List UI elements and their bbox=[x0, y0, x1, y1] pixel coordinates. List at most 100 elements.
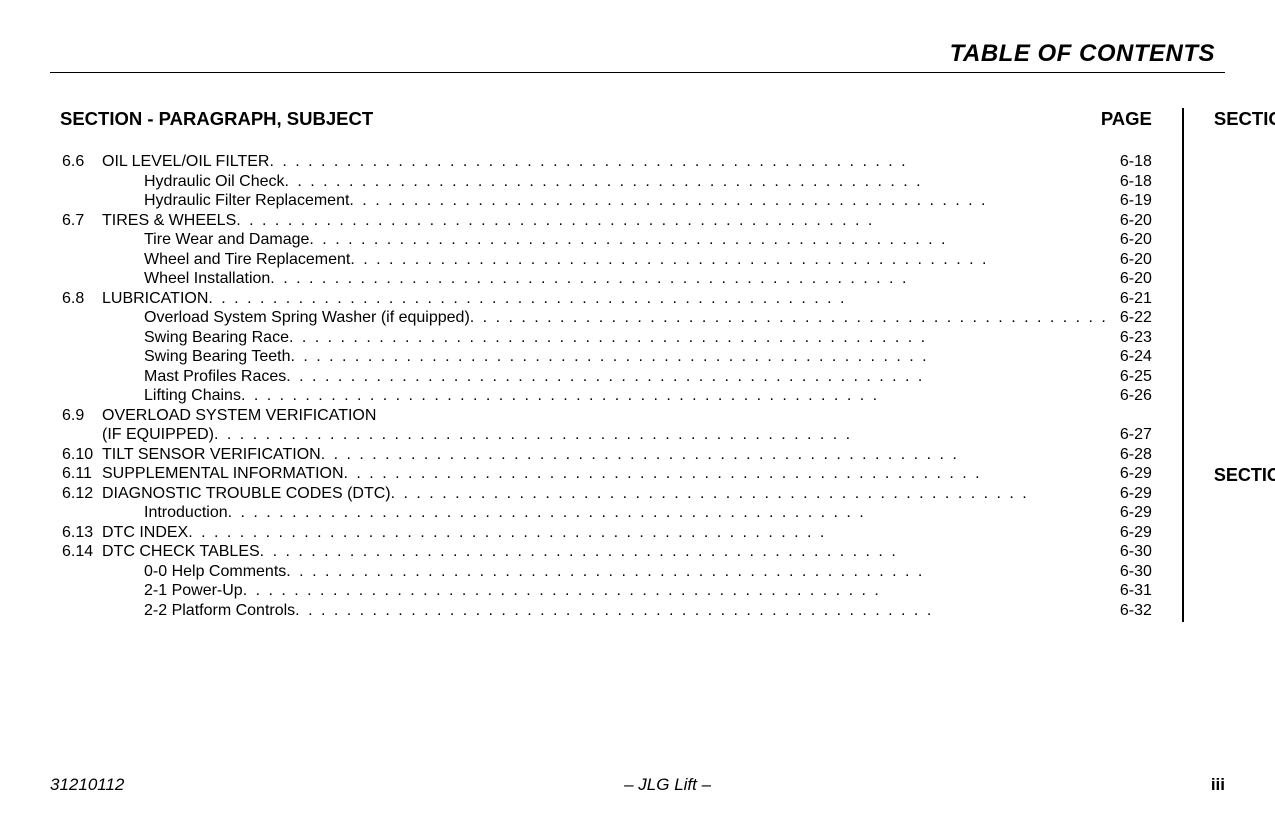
toc-entry-page: 6-28 bbox=[1108, 447, 1152, 463]
toc-entry-label: DIAGNOSTIC TROUBLE CODES (DTC) bbox=[102, 486, 391, 502]
toc-row: 7-7 Electric Motor6-48 bbox=[1214, 349, 1275, 365]
toc-row: 2-2 Platform Controls 6-32 bbox=[60, 603, 1152, 619]
toc-entry-label: Hydraulic Oil Check bbox=[144, 174, 284, 190]
toc-entry-number: 6.8 bbox=[60, 291, 102, 307]
dot-leader bbox=[321, 447, 1108, 463]
toc-row: 4-2 Thermal Limit6-42 bbox=[1214, 252, 1275, 268]
toc-entry-page: 6-29 bbox=[1108, 466, 1152, 482]
toc-entry-label: 2-1 Power-Up bbox=[144, 583, 243, 599]
toc-row: 6.14DTC CHECK TABLES6-30 bbox=[60, 544, 1152, 560]
column-header-row: SECTION - PARAGRAPH, SUBJECT PAGE bbox=[1214, 108, 1275, 130]
toc-row: 2-1 Power-Up 6-31 bbox=[60, 583, 1152, 599]
page-title: TABLE OF CONTENTS bbox=[50, 40, 1225, 68]
toc-entry-label: Mast Profiles Races bbox=[144, 369, 286, 385]
toc-entry-page: 6-26 bbox=[1108, 388, 1152, 404]
toc-entry-page: 6-20 bbox=[1108, 271, 1152, 287]
toc-entry-label: Wheel Installation bbox=[144, 271, 270, 287]
toc-row: 6.8LUBRICATION6-21 bbox=[60, 291, 1152, 307]
page: TABLE OF CONTENTS SECTION - PARAGRAPH, S… bbox=[0, 0, 1275, 825]
toc-row: 2-3 Ground Controls6-34 bbox=[1214, 154, 1275, 170]
toc-row: 0-0 Help Comments 6-30 bbox=[60, 564, 1152, 580]
dot-leader bbox=[228, 505, 1108, 521]
dot-leader bbox=[470, 310, 1108, 326]
toc-entry-page: 6-22 bbox=[1108, 310, 1152, 326]
dot-leader bbox=[286, 369, 1108, 385]
toc-row: Swing Bearing Race 6-23 bbox=[60, 330, 1152, 346]
toc-row: 8-1 Tilt Sensor6-49 bbox=[1214, 369, 1275, 385]
toc-entry-page: 6-23 bbox=[1108, 330, 1152, 346]
toc-row: 8-2 Platform Load Sense6-50 bbox=[1214, 388, 1275, 404]
column-header-row: SECTION - PARAGRAPH, SUBJECT PAGE bbox=[60, 108, 1152, 130]
toc-entry-number: 6.13 bbox=[60, 525, 102, 541]
toc-row: 8-6 Steering/Axle6-50 bbox=[1214, 408, 1275, 424]
toc-entry-label: (IF EQUIPPED) bbox=[102, 427, 214, 443]
toc-row: 6-6 Communication6-47 bbox=[1214, 310, 1275, 326]
toc-entry-label: SUPPLEMENTAL INFORMATION bbox=[102, 466, 344, 482]
toc-row: 6.11SUPPLEMENTAL INFORMATION6-29 bbox=[60, 466, 1152, 482]
dot-leader bbox=[295, 603, 1108, 619]
toc-row: Hydraulic Oil Check 6-18 bbox=[60, 174, 1152, 190]
toc-row: Lifting Chains 6-26 bbox=[60, 388, 1152, 404]
toc-body-right: 2-3 Ground Controls6-342-5 Function Prev… bbox=[1214, 154, 1275, 443]
toc-entry-number: 6.9 bbox=[60, 408, 102, 424]
toc-row: 6.12DIAGNOSTIC TROUBLE CODES (DTC)6-29 bbox=[60, 486, 1152, 502]
dot-leader bbox=[290, 349, 1107, 365]
toc-row: Tire Wear and Damage6-20 bbox=[60, 232, 1152, 248]
toc-row: 3-1 Line Contactor Open Circuit6-38 bbox=[1214, 193, 1275, 209]
dot-leader bbox=[208, 291, 1107, 307]
toc-entry-label: Lifting Chains bbox=[144, 388, 241, 404]
section-title: SECTION - 7 - INSPECTION AND REPAIR LOG bbox=[1214, 465, 1275, 486]
dot-leader bbox=[214, 427, 1108, 443]
toc-body-left: 6.6OIL LEVEL/OIL FILTER6-18Hydraulic Oil… bbox=[60, 154, 1152, 619]
dot-leader bbox=[270, 271, 1108, 287]
column-header-right: PAGE bbox=[1101, 108, 1152, 130]
dot-leader bbox=[309, 232, 1107, 248]
dot-leader bbox=[269, 154, 1107, 170]
toc-entry-label: DTC INDEX bbox=[102, 525, 188, 541]
toc-row: 6.13DTC INDEX 6-29 bbox=[60, 525, 1152, 541]
toc-entry-label: OIL LEVEL/OIL FILTER bbox=[102, 154, 269, 170]
toc-entry-page: 6-20 bbox=[1108, 252, 1152, 268]
dot-leader bbox=[241, 388, 1108, 404]
dot-leader bbox=[236, 213, 1108, 229]
toc-entry-label: Wheel and Tire Replacement bbox=[144, 252, 350, 268]
toc-entry-label: Swing Bearing Race bbox=[144, 330, 289, 346]
toc-entry-page: 6-18 bbox=[1108, 174, 1152, 190]
column-header-left: SECTION - PARAGRAPH, SUBJECT bbox=[60, 108, 373, 130]
toc-entry-label: 0-0 Help Comments bbox=[144, 564, 286, 580]
toc-row: Hydraulic Filter Replacement6-19 bbox=[60, 193, 1152, 209]
toc-row: 9-9 Hardware6-51 bbox=[1214, 427, 1275, 443]
toc-row: 6.9OVERLOAD SYSTEM VERIFICATION bbox=[60, 408, 1152, 424]
toc-column-right: SECTION - PARAGRAPH, SUBJECT PAGE 2-3 Gr… bbox=[1184, 108, 1275, 622]
page-footer: 31210112 – JLG Lift – iii bbox=[50, 775, 1225, 795]
dot-leader bbox=[284, 174, 1107, 190]
toc-row: Wheel and Tire Replacement 6-20 bbox=[60, 252, 1152, 268]
toc-entry-page: 6-32 bbox=[1108, 603, 1152, 619]
toc-entry-page: 6-20 bbox=[1108, 232, 1152, 248]
toc-entry-number: 6.10 bbox=[60, 447, 102, 463]
toc-row: 6.7TIRES & WHEELS6-20 bbox=[60, 213, 1152, 229]
toc-entry-page: 6-30 bbox=[1108, 564, 1152, 580]
toc-entry-label: Overload System Spring Washer (if equipp… bbox=[144, 310, 470, 326]
toc-row: (IF EQUIPPED)6-27 bbox=[60, 427, 1152, 443]
toc-entry-page: 6-29 bbox=[1108, 525, 1152, 541]
toc-entry-label: Hydraulic Filter Replacement bbox=[144, 193, 349, 209]
toc-entry-number: 6.12 bbox=[60, 486, 102, 502]
toc-entry-page: 6-18 bbox=[1108, 154, 1152, 170]
toc-row: Introduction6-29 bbox=[60, 505, 1152, 521]
column-header-left: SECTION - PARAGRAPH, SUBJECT bbox=[1214, 108, 1275, 130]
dot-leader bbox=[243, 583, 1108, 599]
toc-entry-number: 6.6 bbox=[60, 154, 102, 170]
toc-entry-number: 6.14 bbox=[60, 544, 102, 560]
toc-entry-label: Swing Bearing Teeth bbox=[144, 349, 290, 365]
toc-entry-page: 6-31 bbox=[1108, 583, 1152, 599]
dot-leader bbox=[289, 330, 1108, 346]
toc-row: Mast Profiles Races6-25 bbox=[60, 369, 1152, 385]
toc-entry-label: 2-2 Platform Controls bbox=[144, 603, 295, 619]
toc-entry-label: DTC CHECK TABLES bbox=[102, 544, 260, 560]
footer-center: – JLG Lift – bbox=[624, 775, 711, 795]
toc-entry-page: 6-20 bbox=[1108, 213, 1152, 229]
toc-row: 6-7 Accessory6-47 bbox=[1214, 330, 1275, 346]
toc-entry-label: TIRES & WHEELS bbox=[102, 213, 236, 229]
toc-entry-label: TILT SENSOR VERIFICATION bbox=[102, 447, 321, 463]
